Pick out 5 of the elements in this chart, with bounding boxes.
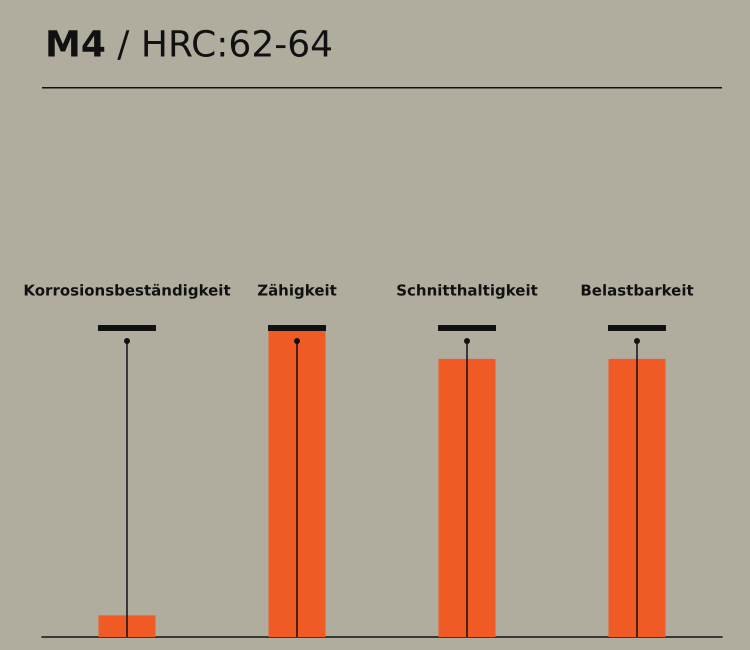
x-tick-label: Zähigkeit	[257, 282, 337, 300]
x-tick-label: Schnitthaltigkeit	[396, 282, 538, 300]
x-tick-label: Korrosionsbeständigkeit	[23, 282, 231, 300]
chart-title: M4 / HRC:62-64	[45, 24, 334, 66]
x-tick-label: Belastbarkeit	[580, 282, 694, 300]
